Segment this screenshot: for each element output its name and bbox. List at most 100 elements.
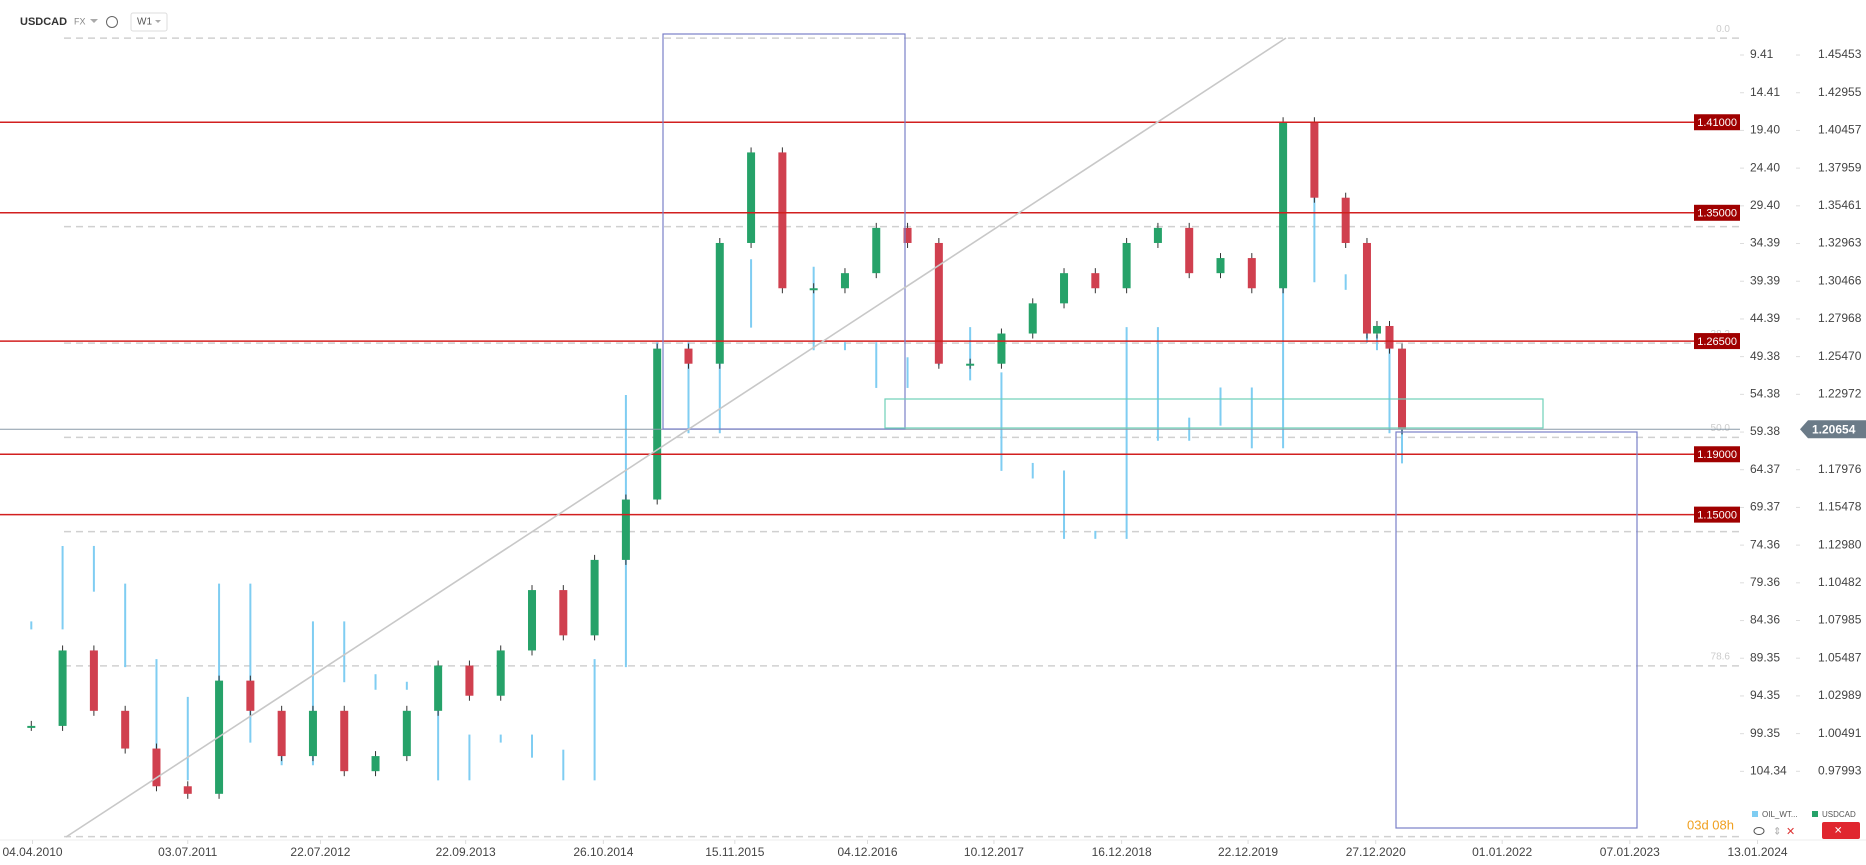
level-label: 1.26500 <box>1697 336 1737 348</box>
remove-icon: ✕ <box>1834 826 1842 837</box>
move-icon[interactable]: ⇕ <box>1773 827 1781 838</box>
y2-tick-label: 39.39 <box>1750 273 1780 287</box>
y-tick-label: 1.17976 <box>1818 462 1862 476</box>
y2-tick-label: 54.38 <box>1750 387 1780 401</box>
candle <box>1028 303 1037 334</box>
candle <box>559 590 568 636</box>
box-drawing[interactable] <box>1395 431 1638 829</box>
legend-swatch <box>1812 811 1818 817</box>
x-tick-label: 22.09.2013 <box>436 845 496 859</box>
x-tick-label: 07.01.2023 <box>1600 845 1660 859</box>
x-tick-label: 04.12.2016 <box>837 845 897 859</box>
candle <box>840 273 849 289</box>
y-tick-label: 1.12980 <box>1818 537 1862 551</box>
candle <box>152 748 161 787</box>
fib-label: 50.0 <box>1711 423 1731 434</box>
candle <box>621 499 630 560</box>
y2-tick-label: 44.39 <box>1750 311 1780 325</box>
zone-drawing[interactable] <box>884 398 1544 429</box>
y-tick-label: 1.02989 <box>1818 688 1862 702</box>
candle <box>1341 197 1350 243</box>
candle <box>1247 258 1256 289</box>
y-tick-label: 1.00491 <box>1818 726 1862 740</box>
y2-tick-label: 89.35 <box>1750 650 1780 664</box>
candle <box>183 786 192 794</box>
x-tick-label: 22.12.2019 <box>1218 845 1278 859</box>
dropdown-icon[interactable] <box>90 19 98 23</box>
y2-tick-label: 14.41 <box>1750 85 1780 99</box>
x-tick-label: 01.01.2022 <box>1472 845 1532 859</box>
candle <box>1122 242 1131 289</box>
candle <box>997 333 1006 364</box>
candle <box>1385 325 1394 349</box>
y-tick-label: 1.40457 <box>1818 123 1862 137</box>
candle <box>1362 242 1371 334</box>
y-tick-label: 1.25470 <box>1818 349 1862 363</box>
level-label: 1.15000 <box>1697 510 1737 522</box>
y-tick-label: 1.10482 <box>1818 575 1862 589</box>
level-tag <box>1694 333 1740 350</box>
y2-tick-label: 19.40 <box>1750 123 1780 137</box>
candle <box>27 725 36 728</box>
box-drawing[interactable] <box>662 33 906 430</box>
x-tick-label: 15.11.2015 <box>705 845 764 859</box>
candle <box>1153 227 1162 243</box>
y-tick-label: 1.22972 <box>1818 386 1862 400</box>
remove-button[interactable] <box>1822 822 1860 839</box>
candle <box>308 710 317 757</box>
interval-select[interactable] <box>130 12 168 32</box>
x-tick-label: 16.12.2018 <box>1092 845 1152 859</box>
candle <box>496 650 505 696</box>
x-tick-label: 10.12.2017 <box>964 845 1024 859</box>
candle <box>590 559 599 636</box>
eye-icon[interactable] <box>1753 827 1765 835</box>
level-label: 1.41000 <box>1697 117 1737 129</box>
candle <box>778 152 787 289</box>
candle <box>340 710 349 772</box>
trend-line[interactable] <box>65 37 1287 838</box>
level-label: 1.19000 <box>1697 449 1737 461</box>
y-tick-label: 1.42955 <box>1818 85 1862 99</box>
legend-label: USDCAD <box>1822 810 1856 819</box>
symbol: USDCAD <box>20 16 67 28</box>
fib-label: 0.0 <box>1716 24 1730 35</box>
candle <box>934 242 943 364</box>
candle <box>1279 122 1288 289</box>
candle <box>121 710 130 749</box>
candle <box>1185 227 1194 274</box>
countdown: 03d 08h <box>1687 817 1734 832</box>
market: FX <box>74 16 86 26</box>
y2-tick-label: 69.37 <box>1750 500 1780 514</box>
y2-tick-label: 29.40 <box>1750 198 1780 212</box>
y-tick-label: 1.27968 <box>1818 311 1862 325</box>
candle <box>872 227 881 274</box>
level-tag <box>1694 506 1740 523</box>
candle <box>684 348 693 364</box>
y-tick-label: 1.45453 <box>1818 47 1862 61</box>
y2-tick-label: 49.38 <box>1750 349 1780 363</box>
y2-tick-label: 34.39 <box>1750 236 1780 250</box>
candle <box>58 650 67 726</box>
y-tick-label: 0.97993 <box>1818 763 1862 777</box>
info-icon[interactable] <box>106 16 118 28</box>
y-tick-label: 1.07985 <box>1818 613 1862 627</box>
y2-tick-label: 104.34 <box>1750 764 1787 778</box>
candle <box>465 665 474 696</box>
y2-tick-label: 94.35 <box>1750 688 1780 702</box>
x-tick-label: 03.07.2011 <box>158 845 217 859</box>
y2-tick-label: 84.36 <box>1750 613 1780 627</box>
y2-tick-label: 64.37 <box>1750 462 1780 476</box>
x-tick-label: 27.12.2020 <box>1346 845 1406 859</box>
candle <box>277 710 286 757</box>
candle <box>747 152 756 243</box>
level-label: 1.35000 <box>1697 208 1737 220</box>
x-tick-label: 04.04.2010 <box>3 845 63 859</box>
candle <box>246 680 255 711</box>
close-icon[interactable]: ✕ <box>1786 826 1795 838</box>
candle <box>371 756 380 772</box>
candle <box>89 650 98 711</box>
fib-label: 78.6 <box>1711 651 1731 662</box>
candle <box>1310 122 1319 198</box>
y2-tick-label: 24.40 <box>1750 160 1780 174</box>
